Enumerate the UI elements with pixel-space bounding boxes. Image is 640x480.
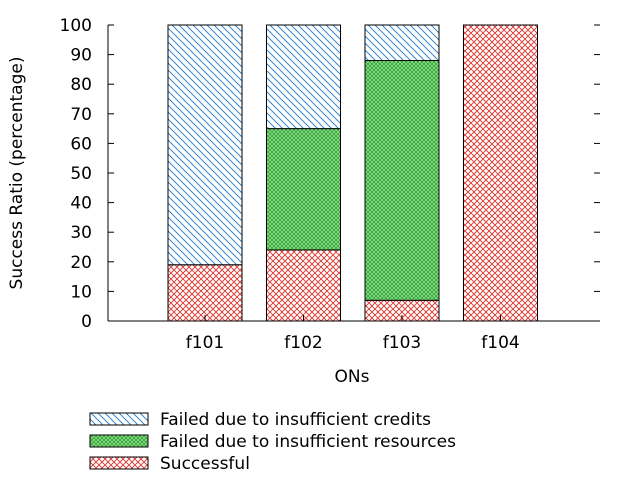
bar-f104-series-0 <box>463 24 538 322</box>
x-ticks: f101 f102 f103 f104 <box>186 315 520 353</box>
y-tick-label: 0 <box>81 312 92 332</box>
x-tick-label: f103 <box>383 333 421 353</box>
bar-f102-series-2 <box>266 24 341 130</box>
legend-swatch <box>89 412 149 426</box>
y-tick-label: 80 <box>70 75 92 95</box>
y-tick-label: 90 <box>70 46 92 66</box>
x-tick-label: f104 <box>481 333 519 353</box>
x-tick-label: f101 <box>186 333 224 353</box>
bar-f101-series-2 <box>167 24 243 266</box>
y-tick-label: 30 <box>70 223 92 243</box>
bar-f101-series-0 <box>167 264 243 322</box>
legend-label: Failed due to insufficient resources <box>160 432 456 452</box>
legend-label: Successful <box>160 454 250 474</box>
bar-f103-series-2 <box>364 24 440 62</box>
y-ticks: 0 10 20 30 40 50 60 70 80 90 100 <box>60 16 600 332</box>
bar-f102-series-0 <box>266 249 341 322</box>
legend-label: Failed due to insufficient credits <box>160 410 431 430</box>
y-tick-label: 40 <box>70 194 92 214</box>
y-tick-label: 70 <box>70 105 92 125</box>
y-tick-label: 10 <box>70 282 92 302</box>
legend: Failed due to insufficient creditsFailed… <box>89 410 456 474</box>
x-axis-title: ONs <box>335 367 370 387</box>
bar-f102-series-1 <box>266 128 341 251</box>
y-tick-label: 100 <box>60 16 92 36</box>
legend-swatch <box>89 434 149 448</box>
y-tick-label: 20 <box>70 253 92 273</box>
y-tick-label: 60 <box>70 134 92 154</box>
bar-f103-series-1 <box>364 60 440 301</box>
y-axis-title: Success Ratio (percentage) <box>7 57 27 290</box>
legend-swatch <box>89 456 149 470</box>
x-tick-label: f102 <box>284 333 322 353</box>
plot-area <box>167 24 538 322</box>
y-tick-label: 50 <box>70 164 92 184</box>
